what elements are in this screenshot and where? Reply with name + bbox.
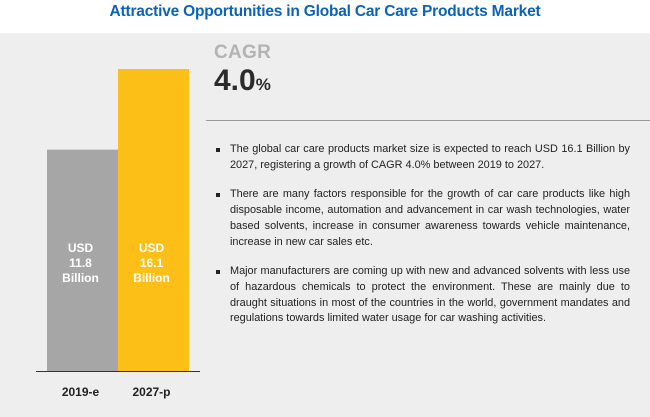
x-tick-label: 2019-e (62, 385, 100, 399)
cagr-unit: % (255, 75, 271, 94)
page-title: Attractive Opportunities in Global Car C… (109, 3, 541, 20)
bullet-text: Major manufacturers are coming up with n… (230, 265, 630, 325)
bullet-icon (216, 193, 220, 198)
cagr-label: CAGR (214, 42, 272, 63)
divider (206, 120, 650, 121)
x-tick-label: 2027-p (132, 385, 170, 399)
bar-2027-p (118, 69, 189, 371)
bullet-item: There are many factors responsible for t… (216, 187, 630, 250)
bullet-text: The global car care products market size… (230, 143, 630, 171)
bullet-item: Major manufacturers are coming up with n… (216, 264, 630, 327)
bullet-icon (216, 148, 220, 152)
bullet-list: The global car care products market size… (216, 142, 630, 341)
bar-data-label: 16.1 (140, 256, 164, 270)
bar-2019-e (47, 149, 118, 371)
bar-data-label: Billion (62, 271, 99, 285)
cagr-value: 4.0% (214, 63, 271, 97)
bar-data-label: USD (139, 241, 165, 255)
bullet-icon (216, 270, 220, 275)
bullet-item: The global car care products market size… (216, 142, 630, 173)
bullet-text: There are many factors responsible for t… (230, 188, 630, 248)
bar-data-label: Billion (133, 271, 170, 285)
bar-data-label: USD (68, 241, 94, 255)
cagr-number: 4.0 (214, 64, 256, 97)
bar-data-label: 11.8 (69, 256, 92, 270)
